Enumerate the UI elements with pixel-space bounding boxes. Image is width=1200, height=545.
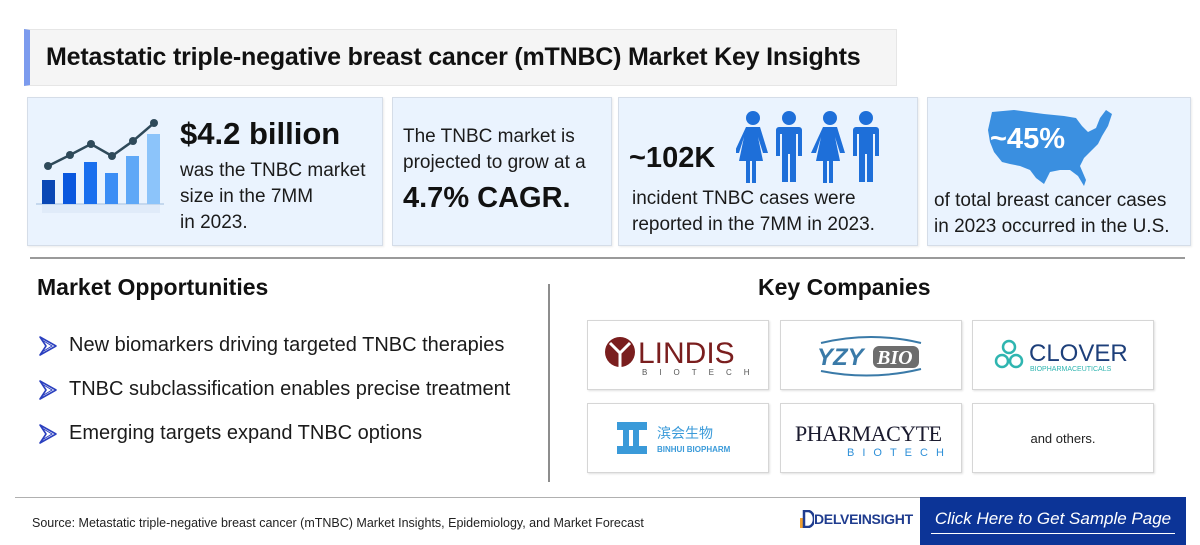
clover-biopharmaceuticals-logo: CLOVER BIOPHARMACEUTICALS <box>972 320 1154 390</box>
svg-text:CLOVER: CLOVER <box>1029 340 1128 367</box>
usa-map-icon <box>988 110 1112 186</box>
us-share-description: of total breast cancer cases in 2023 occ… <box>934 190 1170 237</box>
svg-text:BIOTECH: BIOTECH <box>642 368 754 377</box>
chevron-right-icon <box>39 423 57 444</box>
market-size-description: was the TNBC market size in the 7MM in 2… <box>180 160 366 233</box>
binhui-biopharm-logo: 滨会生物 BINHUI BIOPHARM <box>587 403 769 473</box>
lindis-biotech-logo: LINDIS BIOTECH <box>587 320 769 390</box>
yzy-bio-logo-icon: YZY BIO <box>817 336 922 377</box>
section-divider <box>30 257 1185 259</box>
chevron-right-icon <box>39 335 57 356</box>
svg-text:PHARMACYTE: PHARMACYTE <box>795 421 942 446</box>
lindis-logo-icon: LINDIS BIOTECH <box>605 337 754 377</box>
svg-text:BIO: BIO <box>876 347 913 369</box>
market-size-card: $4.2 billion was the TNBC market size in… <box>27 97 383 246</box>
page-title: Metastatic triple-negative breast cancer… <box>46 43 861 71</box>
pharmacyte-biotech-logo: PHARMACYTE BIOTECH <box>780 403 962 473</box>
list-item: Emerging targets expand TNBC options <box>37 410 510 457</box>
svg-text:BIOPHARMACEUTICALS: BIOPHARMACEUTICALS <box>1030 366 1112 373</box>
cagr-description: The TNBC market is projected to grow at … <box>403 126 586 173</box>
bar-line-growth-chart-icon <box>36 119 164 213</box>
people-icon <box>736 111 879 183</box>
list-item: TNBC subclassification enables precise t… <box>37 366 510 413</box>
footer-divider <box>15 497 920 498</box>
delveinsight-logo: DELVEINSIGHT <box>800 510 913 528</box>
cta-underline <box>931 532 1175 534</box>
svg-text:YZY: YZY <box>817 344 866 371</box>
and-others-label: and others. <box>1030 430 1096 446</box>
source-citation: Source: Metastatic triple-negative breas… <box>32 516 644 530</box>
incident-cases-value: ~102K <box>629 142 716 174</box>
incident-cases-description: incident TNBC cases were reported in the… <box>632 188 875 235</box>
chevron-right-icon <box>39 379 57 400</box>
svg-text:BIOTECH: BIOTECH <box>847 447 949 459</box>
delveinsight-logo-icon <box>800 510 814 528</box>
svg-text:滨会生物: 滨会生物 <box>657 426 713 442</box>
column-divider <box>548 284 550 482</box>
get-sample-page-label[interactable]: Click Here to Get Sample Page <box>934 508 1172 528</box>
list-item: New biomarkers driving targeted TNBC the… <box>37 322 510 369</box>
us-share-card: ~45% of total breast cancer cases in 202… <box>927 97 1191 246</box>
yzy-bio-logo: YZY BIO <box>780 320 962 390</box>
cagr-card: The TNBC market is projected to grow at … <box>392 97 612 246</box>
incident-cases-card: ~102K incident TNBC cases were reported … <box>618 97 918 246</box>
pharmacyte-logo-icon: PHARMACYTE BIOTECH <box>795 421 949 459</box>
delveinsight-wordmark: DELVEINSIGHT <box>814 511 913 527</box>
svg-text:BINHUI BIOPHARM: BINHUI BIOPHARM <box>657 445 731 454</box>
market-opportunities-list: New biomarkers driving targeted TNBC the… <box>37 325 510 457</box>
clover-logo-icon: CLOVER BIOPHARMACEUTICALS <box>994 339 1128 373</box>
svg-text:LINDIS: LINDIS <box>638 337 735 370</box>
get-sample-page-button[interactable]: Click Here to Get Sample Page <box>920 497 1186 545</box>
market-size-value: $4.2 billion <box>180 116 341 151</box>
binhui-logo-icon: 滨会生物 BINHUI BIOPHARM <box>617 422 731 454</box>
title-bar: Metastatic triple-negative breast cancer… <box>24 29 897 86</box>
and-others-box: and others. <box>972 403 1154 473</box>
market-opportunities-title: Market Opportunities <box>37 274 269 300</box>
key-companies-title: Key Companies <box>758 274 931 300</box>
cagr-value: 4.7% CAGR. <box>403 182 571 214</box>
us-share-value: ~45% <box>990 123 1065 155</box>
